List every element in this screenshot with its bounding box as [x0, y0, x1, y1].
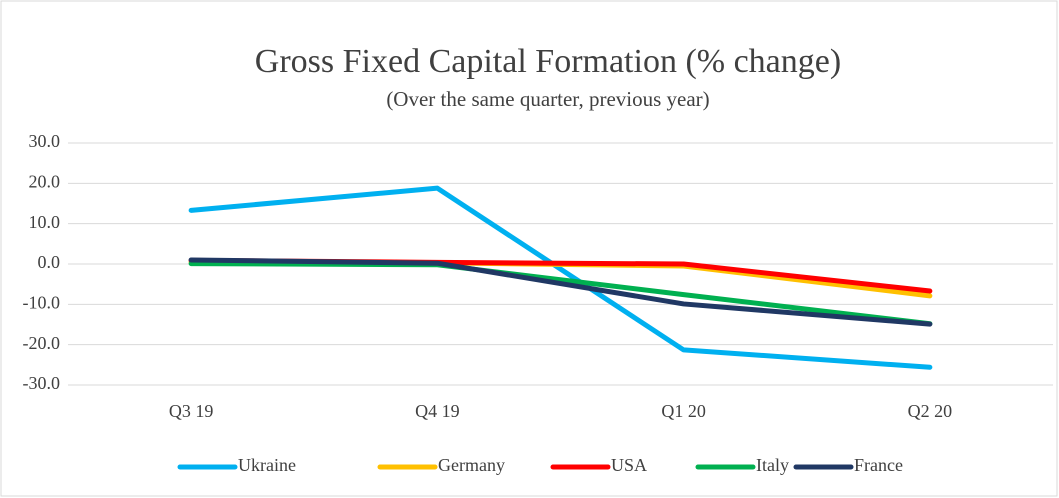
- chart-title: Gross Fixed Capital Formation (% change): [255, 43, 841, 80]
- series-line: [188, 185, 933, 370]
- y-tick-label: -30.0: [23, 373, 61, 393]
- legend-label: France: [854, 455, 903, 475]
- legend-label: USA: [611, 455, 647, 475]
- legend-label: Ukraine: [238, 455, 296, 475]
- series-line: [188, 257, 933, 327]
- y-tick-label: 20.0: [29, 171, 61, 191]
- y-tick-label: -10.0: [23, 292, 61, 312]
- x-tick-label: Q1 20: [661, 401, 706, 421]
- y-tick-label: 0.0: [38, 252, 61, 272]
- legend-label: Germany: [438, 455, 505, 475]
- y-tick-label: -20.0: [23, 333, 61, 353]
- x-tick-label: Q2 20: [908, 401, 953, 421]
- chart-subtitle: (Over the same quarter, previous year): [386, 87, 709, 111]
- legend-label: Italy: [756, 455, 789, 475]
- y-tick-label: 30.0: [29, 131, 61, 151]
- y-tick-label: 10.0: [29, 212, 61, 232]
- series-line: [188, 261, 933, 327]
- x-tick-label: Q4 19: [415, 401, 460, 421]
- x-tick-label: Q3 19: [169, 401, 214, 421]
